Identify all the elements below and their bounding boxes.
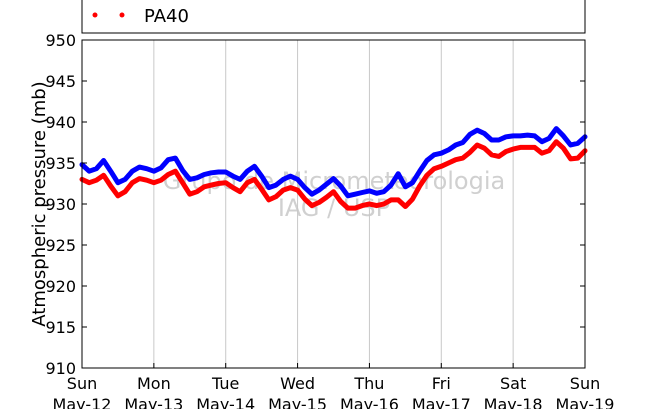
y-tick-label: 925 (45, 236, 76, 255)
legend-frame (81, 0, 586, 34)
x-tick-label-date: May-14 (196, 395, 255, 409)
legend-marker-dot (119, 12, 125, 18)
x-tick-label-day: Fri (432, 374, 451, 393)
x-tick-label-date: May-19 (556, 395, 615, 409)
series-line-pa40 (79, 139, 588, 211)
legend-marker-dot (92, 12, 98, 18)
x-tick-label-date: May-13 (124, 395, 183, 409)
series-line-series-2 (79, 126, 588, 199)
x-axis: Sun May-12 Mon May-13 Tue May-14 Wed May-15 Thu M… (53, 363, 615, 409)
y-tick-label: 945 (45, 72, 76, 91)
y-tick-label: 950 (45, 31, 76, 50)
x-tick-label-day: Mon (137, 374, 171, 393)
x-tick-label-date: May-18 (484, 395, 543, 409)
x-tick-label-date: May-17 (412, 395, 471, 409)
legend-label-pa40: PA40 (144, 6, 189, 27)
x-tick-label-day: Sun (570, 374, 600, 393)
x-tick-label-date: May-12 (53, 395, 112, 409)
y-tick-label: 920 (45, 277, 76, 296)
x-tick-label-day: Thu (353, 374, 384, 393)
legend-marker (92, 12, 125, 18)
y-tick-label: 930 (45, 195, 76, 214)
y-axis-title: Atmospheric pressure (mb) (29, 81, 50, 326)
y-tick-label: 935 (45, 154, 76, 173)
x-tick-label-day: Tue (211, 374, 239, 393)
legend: PA40 (81, 0, 586, 34)
y-tick-label: 915 (45, 318, 76, 337)
grid (153, 40, 514, 368)
x-tick-label-date: May-16 (340, 395, 399, 409)
watermark-line-2: IAG / USP (278, 194, 390, 222)
y-axis: 910 915 920 925 930 935 940 945 950 (45, 31, 585, 378)
x-tick-label-date: May-15 (268, 395, 327, 409)
y-tick-label: 940 (45, 113, 76, 132)
x-tick-label-day: Sun (67, 374, 97, 393)
x-tick-label-day: Sat (500, 374, 526, 393)
x-tick-label-day: Wed (280, 374, 315, 393)
series-layer (79, 126, 588, 211)
y-tick-label: 910 (45, 359, 76, 378)
